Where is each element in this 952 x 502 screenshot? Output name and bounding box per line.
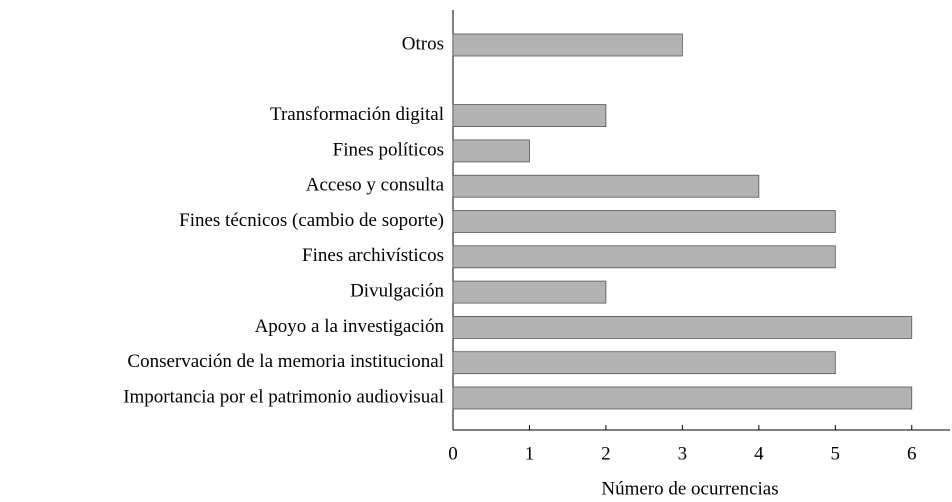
x-tick-label: 6	[907, 443, 917, 464]
bar	[452, 104, 607, 127]
y-tick-label: Acceso y consulta	[306, 175, 445, 196]
bar	[452, 139, 530, 163]
y-tick-label: Transformación digital	[270, 104, 444, 125]
x-tick-label: 5	[831, 443, 841, 464]
bar	[452, 210, 836, 233]
y-tick-label: Fines políticos	[333, 139, 444, 160]
y-tick-label: Fines técnicos (cambio de soporte)	[179, 210, 444, 231]
bar	[452, 280, 607, 304]
bar	[452, 33, 683, 57]
y-tick-label: Otros	[402, 33, 444, 54]
bar	[452, 245, 836, 269]
y-tick-label: Fines archivísticos	[302, 245, 444, 266]
y-tick-label: Divulgación	[350, 280, 444, 301]
bar	[452, 174, 760, 198]
bar	[452, 315, 913, 339]
y-tick-label: Importancia por el patrimonio audiovisua…	[123, 386, 444, 407]
x-axis-label: Número de ocurrencias	[601, 478, 778, 499]
x-tick-label: 0	[448, 443, 458, 464]
bar	[452, 386, 913, 410]
y-tick-label: Conservación de la memoria institucional	[127, 351, 444, 372]
bar	[452, 351, 836, 375]
x-tick-label: 3	[678, 443, 688, 464]
y-tick-label: Apoyo a la investigación	[255, 316, 445, 337]
x-tick-label: 2	[601, 443, 611, 464]
x-tick-label: 4	[754, 443, 764, 464]
x-tick-label: 1	[525, 443, 535, 464]
